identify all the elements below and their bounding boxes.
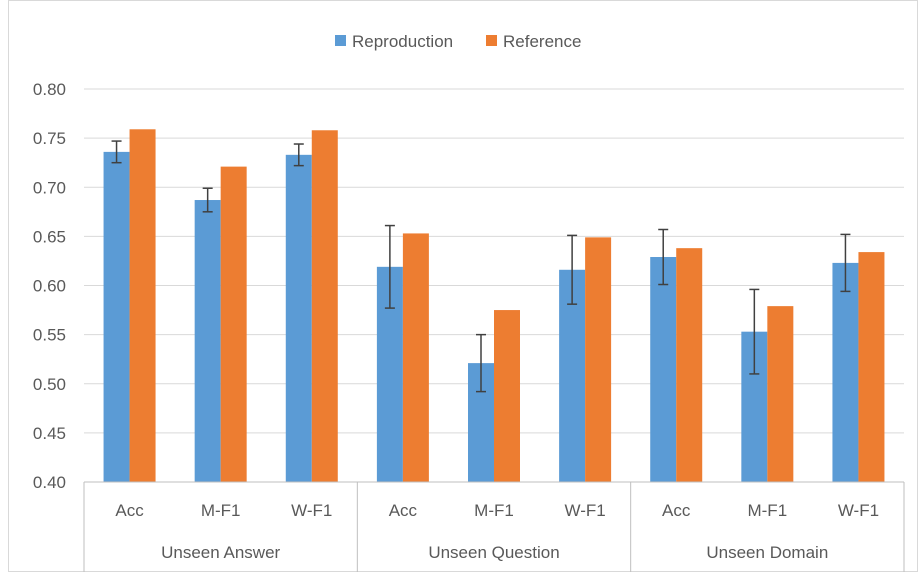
bar-reference [494, 310, 520, 482]
y-tick-label: 0.60 [33, 277, 66, 296]
bar-reference [220, 166, 247, 482]
y-tick-label: 0.75 [33, 129, 66, 148]
bar-reproduction [832, 262, 859, 482]
x-tick-label: W-F1 [838, 501, 879, 520]
x-tick-label: W-F1 [564, 501, 605, 520]
y-tick-label: 0.50 [33, 375, 66, 394]
y-tick-label: 0.70 [33, 178, 66, 197]
bar-reproduction [559, 269, 586, 482]
legend: Reproduction Reference [335, 32, 581, 51]
legend-swatch-reference [486, 35, 497, 46]
x-group-label: Unseen Answer [161, 543, 280, 562]
bar-reference [858, 252, 885, 482]
legend-label-reference: Reference [503, 32, 581, 51]
x-tick-label: W-F1 [291, 501, 332, 520]
y-axis: 0.80 0.75 0.70 0.65 0.60 0.55 0.50 0.45 0.40 [33, 80, 66, 492]
x-group-label: Unseen Domain [706, 543, 828, 562]
bar-reference [676, 248, 703, 482]
bar-reproduction [285, 154, 312, 482]
bar-reproduction [650, 257, 677, 482]
bar-reference [129, 129, 156, 482]
x-tick-label: Acc [662, 501, 691, 520]
bar-reference [402, 233, 429, 482]
x-tick-label: Acc [389, 501, 418, 520]
x-tick-label: M-F1 [747, 501, 787, 520]
bars [103, 129, 885, 482]
y-tick-label: 0.80 [33, 80, 66, 99]
legend-label-reproduction: Reproduction [352, 32, 453, 51]
y-tick-label: 0.65 [33, 227, 66, 246]
bar-reproduction [194, 200, 221, 482]
x-axis: Acc M-F1 W-F1 Acc M-F1 W-F1 Acc M-F1 W-F1 Unseen … [83, 481, 905, 572]
x-tick-label: Acc [115, 501, 144, 520]
bar-reference [767, 306, 794, 482]
y-tick-label: 0.55 [33, 326, 66, 345]
legend-swatch-reproduction [335, 35, 346, 46]
bar-reference [311, 130, 338, 482]
y-tick-label: 0.45 [33, 424, 66, 443]
x-tick-label: M-F1 [474, 501, 514, 520]
x-tick-label: M-F1 [201, 501, 241, 520]
bar-reproduction [103, 151, 130, 482]
x-group-label: Unseen Question [428, 543, 559, 562]
y-tick-label: 0.40 [33, 473, 66, 492]
bar-reference [585, 237, 612, 482]
